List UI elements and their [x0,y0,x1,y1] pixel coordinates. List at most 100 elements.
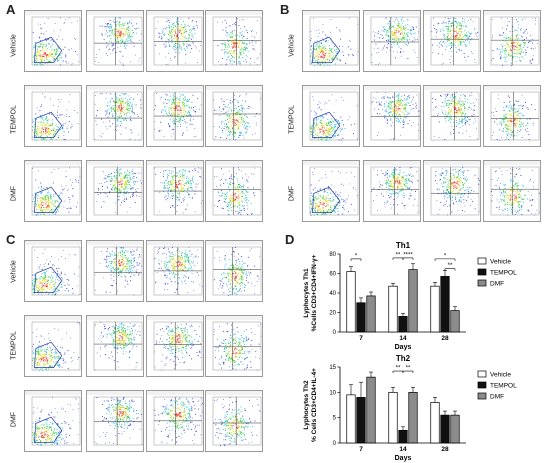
chart1-ylabel-line2: %Cells CD3+CD4+IFN-γ+ [311,254,318,331]
chart2-xlabel: Days [395,455,412,462]
chart1-title: Th1 [396,241,411,250]
chart2-ytick-label: 15 [329,365,336,371]
flow-plot-c-r1-c1 [24,240,82,302]
chart1-legend-label-vehicle: Vehicle [490,259,511,266]
flow-plot-a-r2-c2 [86,85,144,147]
chart1-legend-swatch-tempol [477,268,487,276]
flow-plot-b-r1-c3 [423,10,481,72]
panel-b-row-tempol-label: TEMPOL [288,105,296,134]
flow-plot-b-r1-c1 [302,10,360,72]
chart2-xtick-label-28: 28 [441,446,449,453]
flow-plot-b-r1-c4 [483,10,541,72]
chart1-legend-label-tempol: TEMPOL [490,270,517,277]
panel-letter-b: B [280,2,290,17]
chart2-xtick-label-7: 7 [359,446,363,453]
chart2-ylabel-line1: Lyphocytes Th2 [303,380,310,430]
chart1-ytick-label: 20 [329,311,336,317]
chart2-xtick-label-14: 14 [399,446,407,453]
chart1-sig-label: ** [448,263,453,269]
flow-plot-a-r1-c3 [146,10,204,72]
flow-plot-b-r3-c2 [363,160,421,222]
flow-plot-a-r3-c1 [24,160,82,222]
flow-plot-c-r3-c4 [205,390,263,452]
chart1-legend-swatch-vehicle [477,257,487,265]
chart1-ytick-label: 40 [329,291,336,297]
chart1-ytick-label: 80 [329,252,336,258]
chart2-bar-dmf-14 [408,391,418,444]
panel-letter-c: C [6,232,16,247]
chart1-xtick-label-7: 7 [359,335,363,342]
chart2-bar-tempol-28 [440,414,450,444]
chart1-bar-vehicle-28 [430,285,440,333]
flow-plot-b-r2-c2 [363,85,421,147]
panel-letter-a: A [6,2,16,17]
chart2-ytick-label: 10 [329,390,336,396]
chart1-ytick-label: 60 [329,272,336,278]
flow-plot-b-r3-c1 [302,160,360,222]
chart2-bar-tempol-7 [356,397,366,444]
flow-plot-a-r1-c1 [24,10,82,72]
panel-c-row-dmf-label: DMF [10,411,18,428]
chart1-bar-vehicle-7 [346,271,356,333]
panel-letter-d: D [285,232,295,247]
chart2-legend-label-tempol: TEMPOL [490,383,517,390]
flow-plot-a-r2-c1 [24,85,82,147]
panel-c-row-vehicle-label: Vehicle [10,260,18,283]
flow-plot-c-r1-c4 [205,240,263,302]
chart2-legend-swatch-tempol [477,381,487,389]
flow-plot-b-r2-c3 [423,85,481,147]
chart1-bar-dmf-28 [450,310,460,333]
flow-plot-b-r1-c2 [363,10,421,72]
flow-plot-b-r3-c3 [423,160,481,222]
chart2-bar-dmf-7 [366,376,376,444]
flow-plot-a-r3-c4 [205,160,263,222]
chart1-ytick-label: 0 [333,330,337,336]
flow-plot-a-r3-c2 [86,160,144,222]
chart2-sig-label: ** [406,366,411,372]
chart2-ytick-label: 5 [333,416,337,422]
flow-plot-c-r1-c2 [86,240,144,302]
chart1-bar-vehicle-14 [388,285,398,333]
chart2-ytick-label: 0 [333,441,337,447]
flow-plot-c-r3-c2 [86,390,144,452]
chart1-legend-label-dmf: DMF [490,281,504,288]
chart1-xtick-label-28: 28 [441,335,449,342]
flow-plot-c-r3-c3 [146,390,204,452]
flow-plot-c-r2-c3 [146,315,204,377]
chart1-sig-label: * [444,253,447,259]
chart2-legend-swatch-vehicle [477,370,487,378]
flow-plot-c-r2-c4 [205,315,263,377]
chart2-bar-tempol-14 [398,429,408,444]
flow-plot-c-r2-c1 [24,315,82,377]
chart2-legend-label-dmf: DMF [490,394,504,401]
chart1-sig-label: **** [403,252,413,258]
chart1-sig-label: * [355,253,358,259]
chart2-legend-label-vehicle: Vehicle [490,372,511,379]
flow-plot-a-r1-c2 [86,10,144,72]
flow-plot-a-r2-c4 [205,85,263,147]
chart1-xlabel: Days [395,344,412,351]
panel-c-row-tempol-label: TEMPOL [10,331,18,360]
chart1-bar-tempol-28 [440,276,450,333]
panel-a-row-vehicle-label: Vehicle [10,34,18,57]
chart2-bar-vehicle-28 [430,402,440,444]
chart1-xtick-label-14: 14 [399,335,407,342]
chart1-legend-swatch-dmf [477,279,487,287]
flow-plot-c-r2-c2 [86,315,144,377]
panel-a-row-dmf-label: DMF [10,185,18,202]
flow-plot-b-r3-c4 [483,160,541,222]
chart2-bar-vehicle-7 [346,394,356,444]
chart1-bar-tempol-14 [398,316,408,333]
chart2-title: Th2 [396,354,411,363]
chart2-bar-dmf-28 [450,414,460,444]
flow-plot-c-r3-c1 [24,390,82,452]
panel-b-row-vehicle-label: Vehicle [288,34,296,57]
chart1-ylabel-line1: Lyphocytes Th1 [303,268,310,318]
th2-bar-chart: Th2 Lyphocytes Th2% Cells CD3+CD4+IL-4+ 0 5… [303,354,517,462]
chart2-sig-label: ** [396,366,401,372]
chart1-bar-dmf-7 [366,295,376,333]
chart2-legend-swatch-dmf [477,392,487,400]
th1-bar-chart: Th1 Lyphocytes Th1 %Cells CD3+CD4+IFN-γ+ 0 2… [303,241,517,351]
flow-plot-a-r1-c4 [205,10,263,72]
flow-plot-a-r3-c3 [146,160,204,222]
